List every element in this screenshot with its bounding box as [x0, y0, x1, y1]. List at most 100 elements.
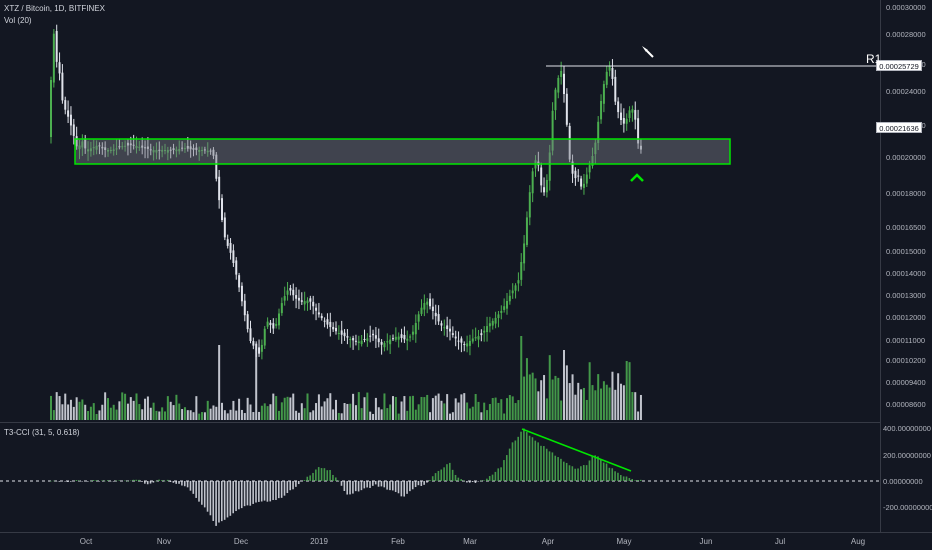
- volume-bar: [61, 404, 64, 420]
- indicator-axis: 400.00000000 200.00000000 0.00000000 -200.0…: [883, 424, 932, 512]
- volume-bar: [528, 374, 531, 420]
- volume-bar: [221, 402, 223, 420]
- cci-bar: [166, 479, 169, 481]
- candle-body: [146, 146, 149, 149]
- cci-bar: [383, 481, 386, 488]
- candle-body: [406, 338, 409, 341]
- cci-bar: [181, 481, 183, 486]
- candle-body: [138, 146, 141, 148]
- cci-bar: [392, 481, 394, 491]
- volume-bar: [289, 397, 292, 420]
- cci-bar: [520, 431, 522, 481]
- cci-bar: [303, 480, 306, 481]
- candle-body: [201, 150, 204, 151]
- volume-bar: [303, 408, 306, 420]
- candle-body: [215, 154, 218, 179]
- candle-body: [132, 144, 135, 146]
- cci-bar: [528, 435, 531, 481]
- volume-bar: [337, 412, 340, 420]
- volume-bar: [98, 410, 101, 420]
- candle-body: [289, 288, 292, 291]
- volume-bar: [554, 375, 557, 420]
- volume-bar: [563, 350, 565, 420]
- candle-body: [326, 319, 329, 325]
- candle-body: [198, 150, 201, 152]
- volume-bar: [360, 408, 363, 420]
- volume-bar: [497, 402, 500, 420]
- cci-bar: [440, 469, 443, 481]
- volume-bar: [545, 398, 548, 420]
- cci-bar: [491, 474, 494, 481]
- volume-bar: [548, 355, 551, 420]
- volume-bar: [195, 396, 198, 420]
- volume-bar: [486, 410, 489, 420]
- price-tick-label: 0.00018000: [886, 189, 926, 198]
- candle-body: [115, 148, 118, 150]
- candle-body: [315, 307, 318, 311]
- candle-body: [497, 314, 500, 319]
- volume-bar: [340, 413, 343, 420]
- cci-bar: [115, 480, 118, 482]
- cci-bar: [337, 480, 340, 482]
- candle-body: [223, 217, 226, 238]
- candle-body: [528, 192, 531, 218]
- volume-bar: [369, 411, 372, 420]
- candle-body: [75, 136, 78, 147]
- candle-body: [449, 328, 451, 332]
- volume-bar: [295, 410, 298, 420]
- volume-bar: [380, 409, 383, 420]
- candle-body: [323, 320, 326, 322]
- candle-body: [631, 109, 634, 113]
- cci-bar: [152, 481, 155, 483]
- volume-bar: [346, 403, 349, 420]
- candle-body: [531, 171, 534, 194]
- volume-bar: [124, 393, 127, 420]
- volume-bar: [275, 396, 278, 420]
- divergence-trend-line[interactable]: [521, 428, 632, 472]
- candle-body: [260, 344, 263, 352]
- cci-bar: [637, 480, 639, 481]
- volume-bar: [605, 384, 608, 420]
- volume-bar: [349, 403, 352, 420]
- volume-bar: [571, 374, 574, 420]
- cci-bar: [252, 481, 254, 504]
- candle-body: [280, 303, 283, 314]
- cci-bar: [349, 481, 351, 495]
- candle-body: [423, 303, 426, 310]
- cci-bar: [266, 481, 269, 502]
- volume-bar: [235, 410, 238, 420]
- volume-bar: [189, 410, 192, 420]
- candle-body: [377, 338, 380, 343]
- cci-bar: [380, 481, 383, 487]
- cci-bar: [545, 448, 548, 481]
- volume-bar: [540, 380, 543, 420]
- cci-bar: [474, 481, 477, 483]
- cci-bar: [52, 480, 55, 482]
- candle-body: [417, 314, 420, 322]
- cci-bar: [617, 472, 619, 481]
- candle-body: [169, 149, 172, 151]
- volume-bar: [525, 358, 528, 420]
- cci-bar: [50, 480, 52, 482]
- support-zone[interactable]: [74, 138, 731, 165]
- volume-bar: [354, 405, 357, 420]
- cci-bar: [468, 481, 471, 483]
- cci-bar: [129, 480, 132, 482]
- candle-body: [565, 93, 568, 125]
- candle-body: [337, 332, 340, 334]
- candle-body: [639, 145, 642, 150]
- cci-bar: [69, 481, 72, 482]
- volume-bar: [252, 412, 255, 420]
- volume-bar: [317, 394, 320, 420]
- volume-bar: [223, 410, 226, 420]
- candle-body: [109, 150, 112, 151]
- candle-body: [72, 124, 75, 136]
- cci-bar: [494, 471, 497, 481]
- candle-body: [494, 317, 497, 324]
- candle-body: [317, 312, 320, 315]
- cci-bar: [580, 466, 582, 481]
- price-tick-label: 0.00016500: [886, 223, 926, 232]
- volume-bar: [460, 394, 463, 420]
- candle-body: [594, 142, 597, 155]
